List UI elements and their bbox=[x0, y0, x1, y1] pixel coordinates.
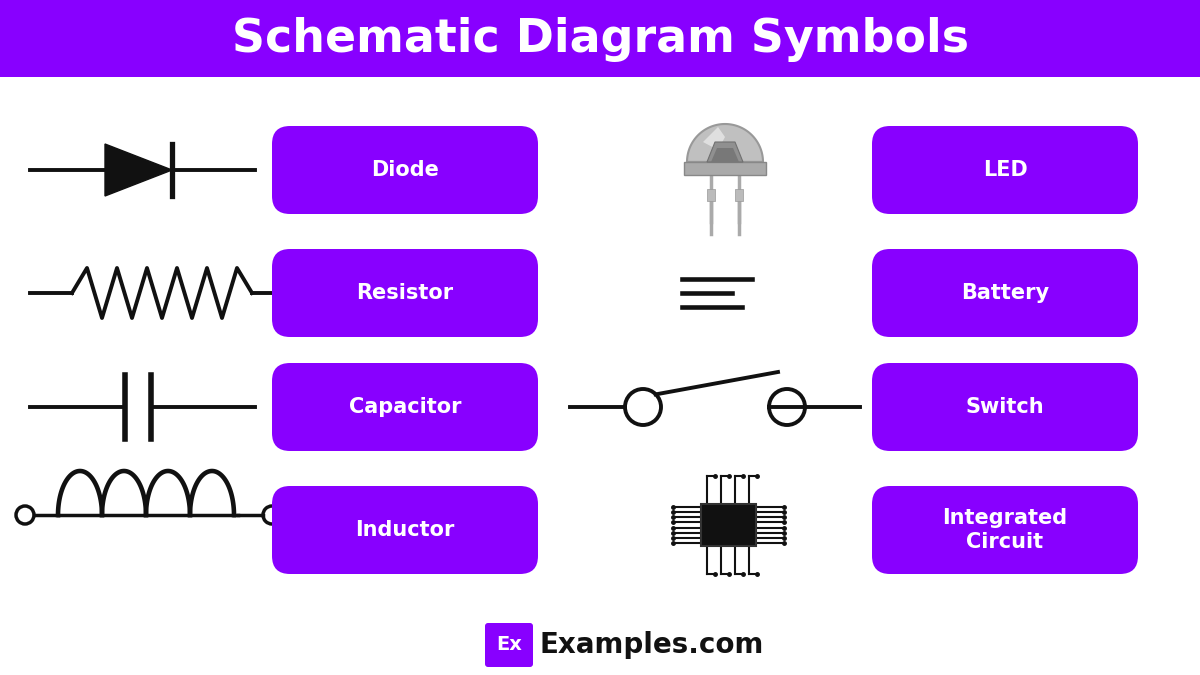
Polygon shape bbox=[703, 127, 725, 150]
Polygon shape bbox=[106, 144, 172, 196]
Bar bbox=[734, 189, 743, 201]
Polygon shape bbox=[710, 148, 739, 162]
Text: Resistor: Resistor bbox=[356, 283, 454, 303]
FancyBboxPatch shape bbox=[0, 0, 1200, 77]
FancyBboxPatch shape bbox=[272, 126, 538, 214]
Text: Capacitor: Capacitor bbox=[349, 397, 461, 417]
Text: Examples.com: Examples.com bbox=[540, 631, 764, 659]
Bar bbox=[686, 162, 763, 164]
Bar bbox=[707, 189, 715, 201]
Text: Switch: Switch bbox=[966, 397, 1044, 417]
FancyBboxPatch shape bbox=[872, 363, 1138, 451]
Bar bbox=[684, 162, 766, 175]
FancyBboxPatch shape bbox=[872, 486, 1138, 574]
Text: LED: LED bbox=[983, 160, 1027, 180]
Text: Schematic Diagram Symbols: Schematic Diagram Symbols bbox=[232, 16, 968, 61]
FancyBboxPatch shape bbox=[272, 363, 538, 451]
FancyBboxPatch shape bbox=[872, 126, 1138, 214]
Bar bbox=[701, 504, 756, 546]
Polygon shape bbox=[707, 142, 743, 162]
FancyBboxPatch shape bbox=[272, 486, 538, 574]
Text: Integrated
Circuit: Integrated Circuit bbox=[942, 508, 1068, 551]
Polygon shape bbox=[686, 124, 763, 162]
Text: Inductor: Inductor bbox=[355, 520, 455, 540]
Text: Battery: Battery bbox=[961, 283, 1049, 303]
Text: Ex: Ex bbox=[496, 635, 522, 655]
FancyBboxPatch shape bbox=[872, 249, 1138, 337]
FancyBboxPatch shape bbox=[272, 249, 538, 337]
FancyBboxPatch shape bbox=[485, 623, 533, 667]
Text: Diode: Diode bbox=[371, 160, 439, 180]
